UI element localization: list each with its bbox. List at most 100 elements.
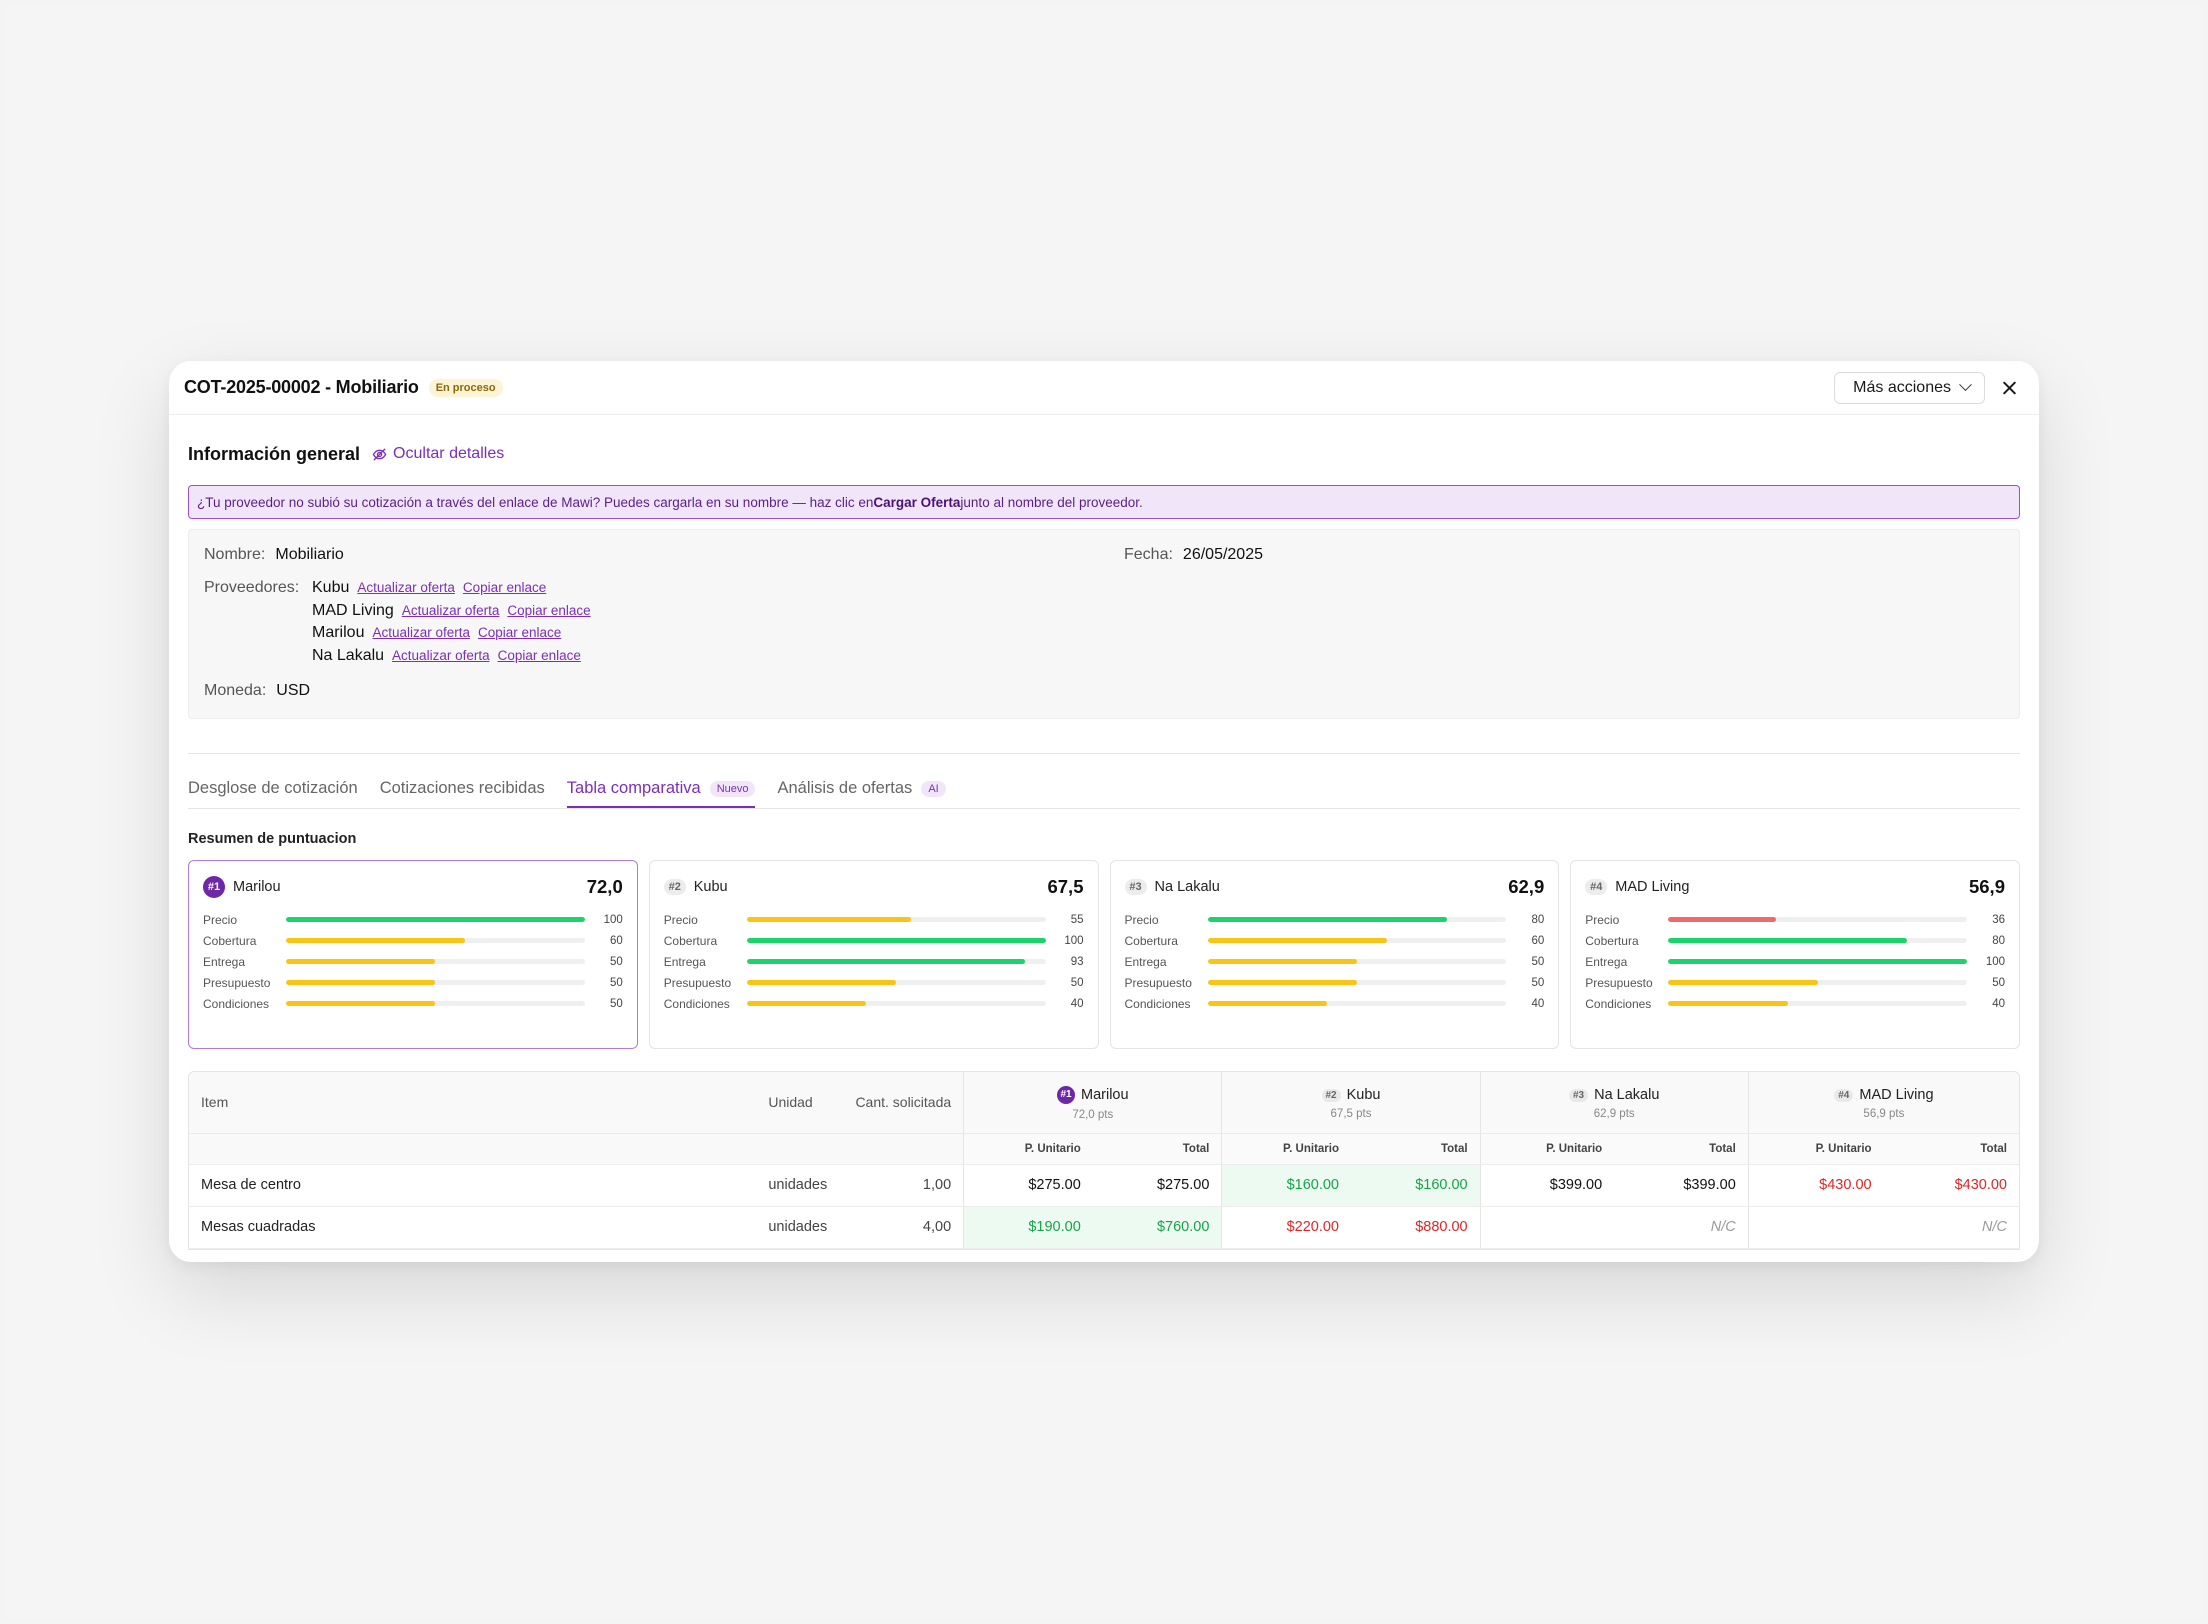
comparison-table: Item Unidad Cant. solicitada #1 Marilou 7… [188, 1071, 2020, 1250]
new-badge: Nuevo [709, 780, 756, 797]
metric-bar-fill [746, 959, 1025, 964]
provider-name: Na Lakalu [312, 646, 385, 664]
metric-bar-fill [746, 1001, 867, 1006]
score-cards: #1 Marilou 72,0 Precio 100 Cobertura 60 Entrega… [188, 860, 2020, 1049]
unit-price-cell [1479, 1206, 1615, 1249]
metric-value: 60 [1531, 934, 1545, 947]
metric-row: Precio 100 [203, 909, 623, 930]
metric-row: Presupuesto 50 [664, 972, 1084, 993]
metric-value: 80 [1531, 913, 1545, 926]
banner-text-bold: Cargar Oferta [873, 494, 961, 510]
score-card[interactable]: #3 Na Lakalu 62,9 Precio 80 Cobertura 60 Entreg… [1109, 860, 1560, 1049]
metric-row: Condiciones 40 [664, 993, 1084, 1014]
metric-label: Entrega [1124, 954, 1167, 969]
unit-price-cell: $220.00 [1221, 1206, 1351, 1249]
metric-value: 50 [1531, 955, 1545, 968]
metric-row: Entrega 93 [664, 951, 1084, 972]
tab-label: Tabla comparativa [566, 779, 701, 797]
copy-link-link[interactable]: Copiar enlace [478, 625, 562, 640]
rank-badge: #3 [1568, 1088, 1589, 1102]
tab-label: Desglose de cotización [188, 779, 358, 797]
metric-bar [1668, 980, 1967, 985]
details-panel: Nombre: Mobiliario Fecha: 26/05/2025 Pro… [188, 529, 2020, 719]
metric-bar [286, 938, 585, 943]
providers-label: Proveedores: [204, 579, 300, 596]
card-score: 67,5 [1047, 876, 1084, 897]
provider-row: Na Lakalu Actualizar oferta Copiar enlac… [312, 647, 591, 670]
qty-cell: 4,00 [849, 1206, 964, 1249]
metric-value: 100 [1064, 934, 1084, 947]
metric-bar [746, 917, 1046, 922]
metric-label: Cobertura [1124, 933, 1178, 948]
metric-label: Cobertura [1585, 933, 1639, 948]
unit-price-header: P. Unitario [1221, 1133, 1351, 1165]
tab-label: Cotizaciones recibidas [379, 779, 545, 797]
eye-off-icon [372, 447, 387, 462]
close-icon[interactable] [1993, 372, 2025, 404]
metric-value: 50 [609, 976, 623, 989]
vendor-header: #4 MAD Living 56,9 pts [1747, 1072, 2019, 1134]
metric-bar-fill [1207, 959, 1357, 964]
score-card[interactable]: #4 MAD Living 56,9 Precio 36 Cobertura 80 Entre… [1570, 860, 2020, 1049]
rank-badge: #1 [1057, 1085, 1075, 1104]
unit-cell: unidades [756, 1206, 850, 1249]
metric-label: Precio [203, 912, 238, 927]
total-cell: $760.00 [1092, 1206, 1222, 1249]
metric-label: Entrega [1585, 954, 1628, 969]
metric-bar [746, 938, 1046, 943]
banner-text-post: junto al nombre del proveedor. [960, 494, 1143, 510]
metric-row: Cobertura 100 [664, 930, 1084, 951]
metric-value: 50 [1531, 976, 1545, 989]
tab-breakdown[interactable]: Desglose de cotización [188, 779, 358, 808]
tab-received[interactable]: Cotizaciones recibidas [380, 779, 545, 808]
tab-comparison[interactable]: Tabla comparativa Nuevo [566, 779, 756, 808]
metric-bar [286, 980, 585, 985]
metric-bar-fill [286, 917, 585, 922]
metric-value: 100 [1985, 955, 2005, 968]
copy-link-link[interactable]: Copiar enlace [462, 580, 547, 595]
metric-row: Precio 80 [1125, 909, 1545, 930]
card-vendor-name: MAD Living [1615, 879, 1690, 895]
update-offer-link[interactable]: Actualizar oferta [357, 580, 455, 595]
rank-badge: #3 [1124, 879, 1147, 895]
metric-label: Precio [1585, 912, 1620, 927]
provider-row: Marilou Actualizar oferta Copiar enlace [312, 624, 591, 647]
more-actions-button[interactable]: Más acciones [1834, 371, 1985, 404]
score-card[interactable]: #1 Marilou 72,0 Precio 100 Cobertura 60 Entrega… [188, 860, 638, 1049]
hide-details-button[interactable]: Ocultar detalles [372, 445, 504, 463]
vendor-header: #3 Na Lakalu 62,9 pts [1479, 1072, 1749, 1134]
total-cell: $880.00 [1351, 1206, 1481, 1249]
date-value: 26/05/2025 [1182, 546, 1263, 563]
comparison-table-body: Mesa de centro unidades 1,00 $275.00 $275.00… [189, 1164, 2019, 1249]
tab-analysis[interactable]: Análisis de ofertas AI [777, 779, 946, 808]
update-offer-link[interactable]: Actualizar oferta [401, 602, 500, 618]
total-cell: N/C [1883, 1206, 2019, 1249]
general-info-title: Información general [188, 443, 361, 464]
metric-value: 36 [1992, 913, 2005, 926]
metric-value: 55 [1070, 913, 1084, 926]
unit-cell: unidades [756, 1164, 850, 1207]
metric-row: Presupuesto 50 [1125, 972, 1545, 993]
update-offer-link[interactable]: Actualizar oferta [392, 647, 490, 663]
metric-value: 100 [603, 913, 623, 926]
metric-label: Condiciones [663, 996, 730, 1011]
metric-value: 50 [1992, 976, 2005, 989]
update-offer-link[interactable]: Actualizar oferta [372, 625, 471, 640]
vendor-points: 67,5 pts [1330, 1108, 1372, 1120]
metric-bar [1668, 917, 1967, 922]
metric-bar-fill [286, 959, 436, 964]
copy-link-link[interactable]: Copiar enlace [507, 602, 591, 618]
vendor-header: #2 Kubu 67,5 pts [1221, 1072, 1481, 1134]
metric-value: 50 [609, 955, 623, 968]
score-card[interactable]: #2 Kubu 67,5 Precio 55 Cobertura 100 Entrega 93 P… [648, 860, 1099, 1049]
vendor-points: 56,9 pts [1863, 1108, 1905, 1120]
metric-bar-fill [1207, 980, 1357, 985]
metric-bar [746, 1001, 1046, 1006]
modal-header: COT-2025-00002 - Mobiliario En proceso M… [169, 361, 2039, 415]
rank-badge: #2 [663, 879, 686, 895]
unit-price-header: P. Unitario [1747, 1133, 1884, 1165]
total-header: Total [1351, 1133, 1481, 1165]
metric-label: Condiciones [1124, 996, 1191, 1011]
metric-bar [1207, 980, 1507, 985]
copy-link-link[interactable]: Copiar enlace [497, 647, 581, 663]
